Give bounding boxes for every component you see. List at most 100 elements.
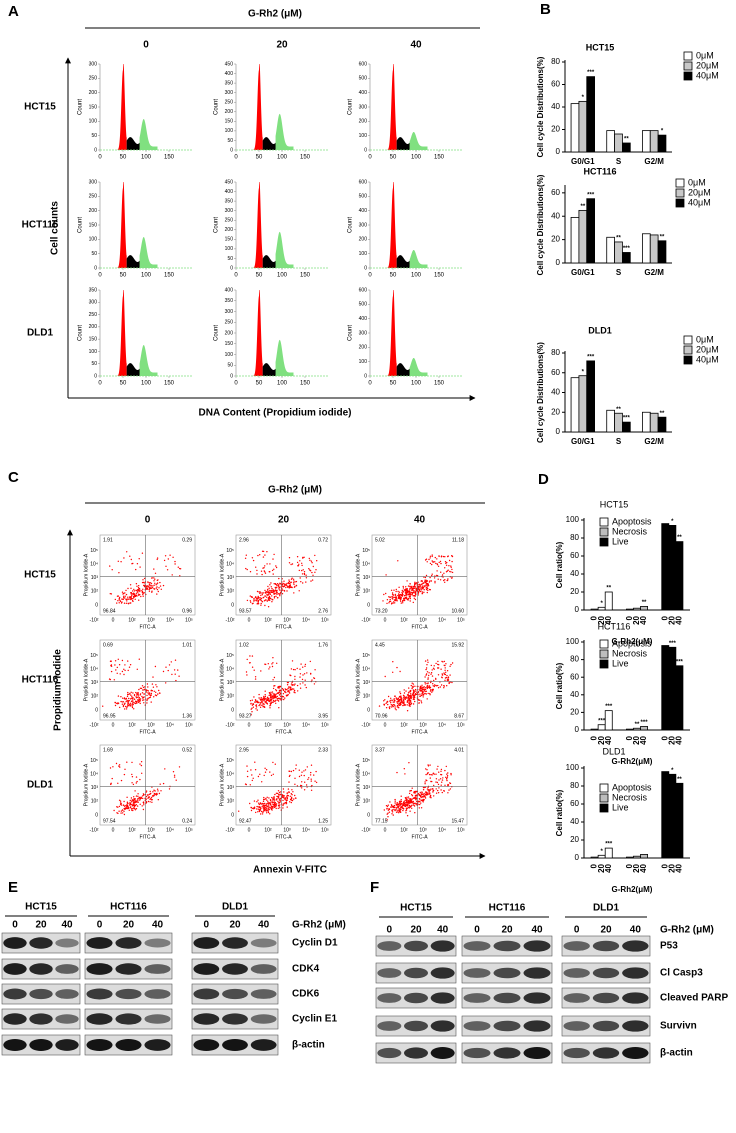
event-dot — [396, 666, 398, 669]
event-dot — [267, 807, 270, 809]
event-dot — [394, 806, 396, 809]
significance: * — [600, 601, 603, 607]
event-dot — [122, 705, 125, 708]
event-dot — [274, 763, 276, 765]
histogram-peak — [117, 290, 127, 376]
event-dot — [387, 809, 390, 811]
blot-band — [430, 1046, 455, 1060]
event-dot — [385, 805, 388, 807]
event-dot — [125, 602, 128, 604]
event-dot — [424, 681, 426, 684]
event-dot — [142, 595, 144, 597]
event-dot — [284, 697, 286, 699]
event-dot — [441, 574, 444, 576]
event-dot — [445, 571, 448, 573]
event-dot — [440, 768, 443, 771]
event-dot — [268, 808, 270, 811]
bar — [597, 854, 606, 859]
event-dot — [449, 788, 452, 790]
event-dot — [273, 696, 275, 698]
y-tick-label: 10⁴ — [226, 772, 234, 778]
plot-y-label: Propidium Iodide-A — [219, 658, 225, 701]
event-dot — [415, 594, 417, 596]
event-dot — [124, 669, 126, 672]
x-tick-label: 10³ — [147, 722, 155, 728]
event-dot — [131, 804, 134, 807]
event-dot — [260, 697, 262, 699]
event-dot — [394, 798, 396, 801]
event-dot — [165, 565, 167, 567]
event-dot — [400, 703, 402, 706]
event-dot — [451, 568, 453, 571]
event-dot — [292, 791, 294, 793]
y-tick-label: 0 — [95, 602, 98, 608]
event-dot — [413, 696, 416, 698]
event-dot — [433, 773, 435, 775]
bar — [668, 525, 677, 611]
dot-cloud — [238, 761, 318, 815]
event-dot — [446, 773, 448, 775]
event-dot — [295, 764, 297, 766]
event-dot — [269, 803, 271, 805]
event-dot — [408, 702, 411, 705]
event-dot — [279, 583, 282, 585]
event-dot — [433, 784, 435, 787]
event-dot — [123, 813, 126, 816]
event-dot — [305, 784, 308, 786]
bar — [657, 416, 667, 433]
event-dot — [272, 657, 274, 659]
event-dot — [412, 689, 415, 691]
event-dot — [266, 600, 268, 602]
event-dot — [428, 773, 431, 776]
event-dot — [404, 802, 406, 804]
event-dot — [258, 802, 260, 804]
significance: ** — [616, 236, 621, 242]
event-dot — [388, 707, 391, 710]
event-dot — [267, 585, 269, 588]
event-dot — [447, 792, 449, 794]
event-dot — [272, 797, 274, 800]
event-dot — [143, 693, 145, 695]
event-dot — [397, 590, 399, 593]
event-dot — [394, 596, 397, 599]
event-dot — [407, 693, 409, 696]
event-dot — [245, 671, 248, 673]
event-dot — [443, 672, 445, 674]
event-dot — [420, 589, 423, 591]
event-dot — [115, 669, 117, 671]
event-dot — [424, 559, 427, 561]
blot-band — [222, 963, 248, 975]
legend-swatch — [599, 527, 609, 537]
event-dot — [431, 554, 433, 556]
event-dot — [409, 592, 412, 594]
blot-band — [377, 1047, 402, 1059]
event-dot — [271, 701, 274, 703]
event-dot — [279, 593, 281, 596]
event-dot — [277, 797, 279, 799]
event-dot — [264, 595, 266, 597]
quadrant-value: 15.92 — [451, 642, 464, 648]
event-dot — [169, 554, 171, 556]
event-dot — [139, 590, 141, 593]
legend-label: Necrosis — [612, 648, 648, 658]
event-dot — [124, 768, 126, 770]
event-dot — [130, 797, 133, 799]
legend-label: 0μM — [696, 50, 714, 60]
event-dot — [444, 769, 446, 772]
event-dot — [265, 599, 267, 601]
event-dot — [260, 594, 262, 597]
y-tick-label: 400 — [359, 90, 368, 96]
x-tick-label: 0 — [368, 155, 372, 161]
blot-band — [404, 967, 428, 979]
event-dot — [274, 793, 276, 796]
event-dot — [151, 587, 154, 589]
event-dot — [246, 658, 248, 661]
event-dot — [430, 580, 433, 582]
event-dot — [411, 587, 413, 589]
dose-label: 20 — [229, 920, 241, 931]
event-dot — [394, 706, 396, 708]
event-dot — [389, 600, 392, 603]
y-tick-label: 100 — [566, 637, 580, 646]
y-tick-label: 0 — [575, 605, 580, 614]
event-dot — [436, 558, 438, 560]
